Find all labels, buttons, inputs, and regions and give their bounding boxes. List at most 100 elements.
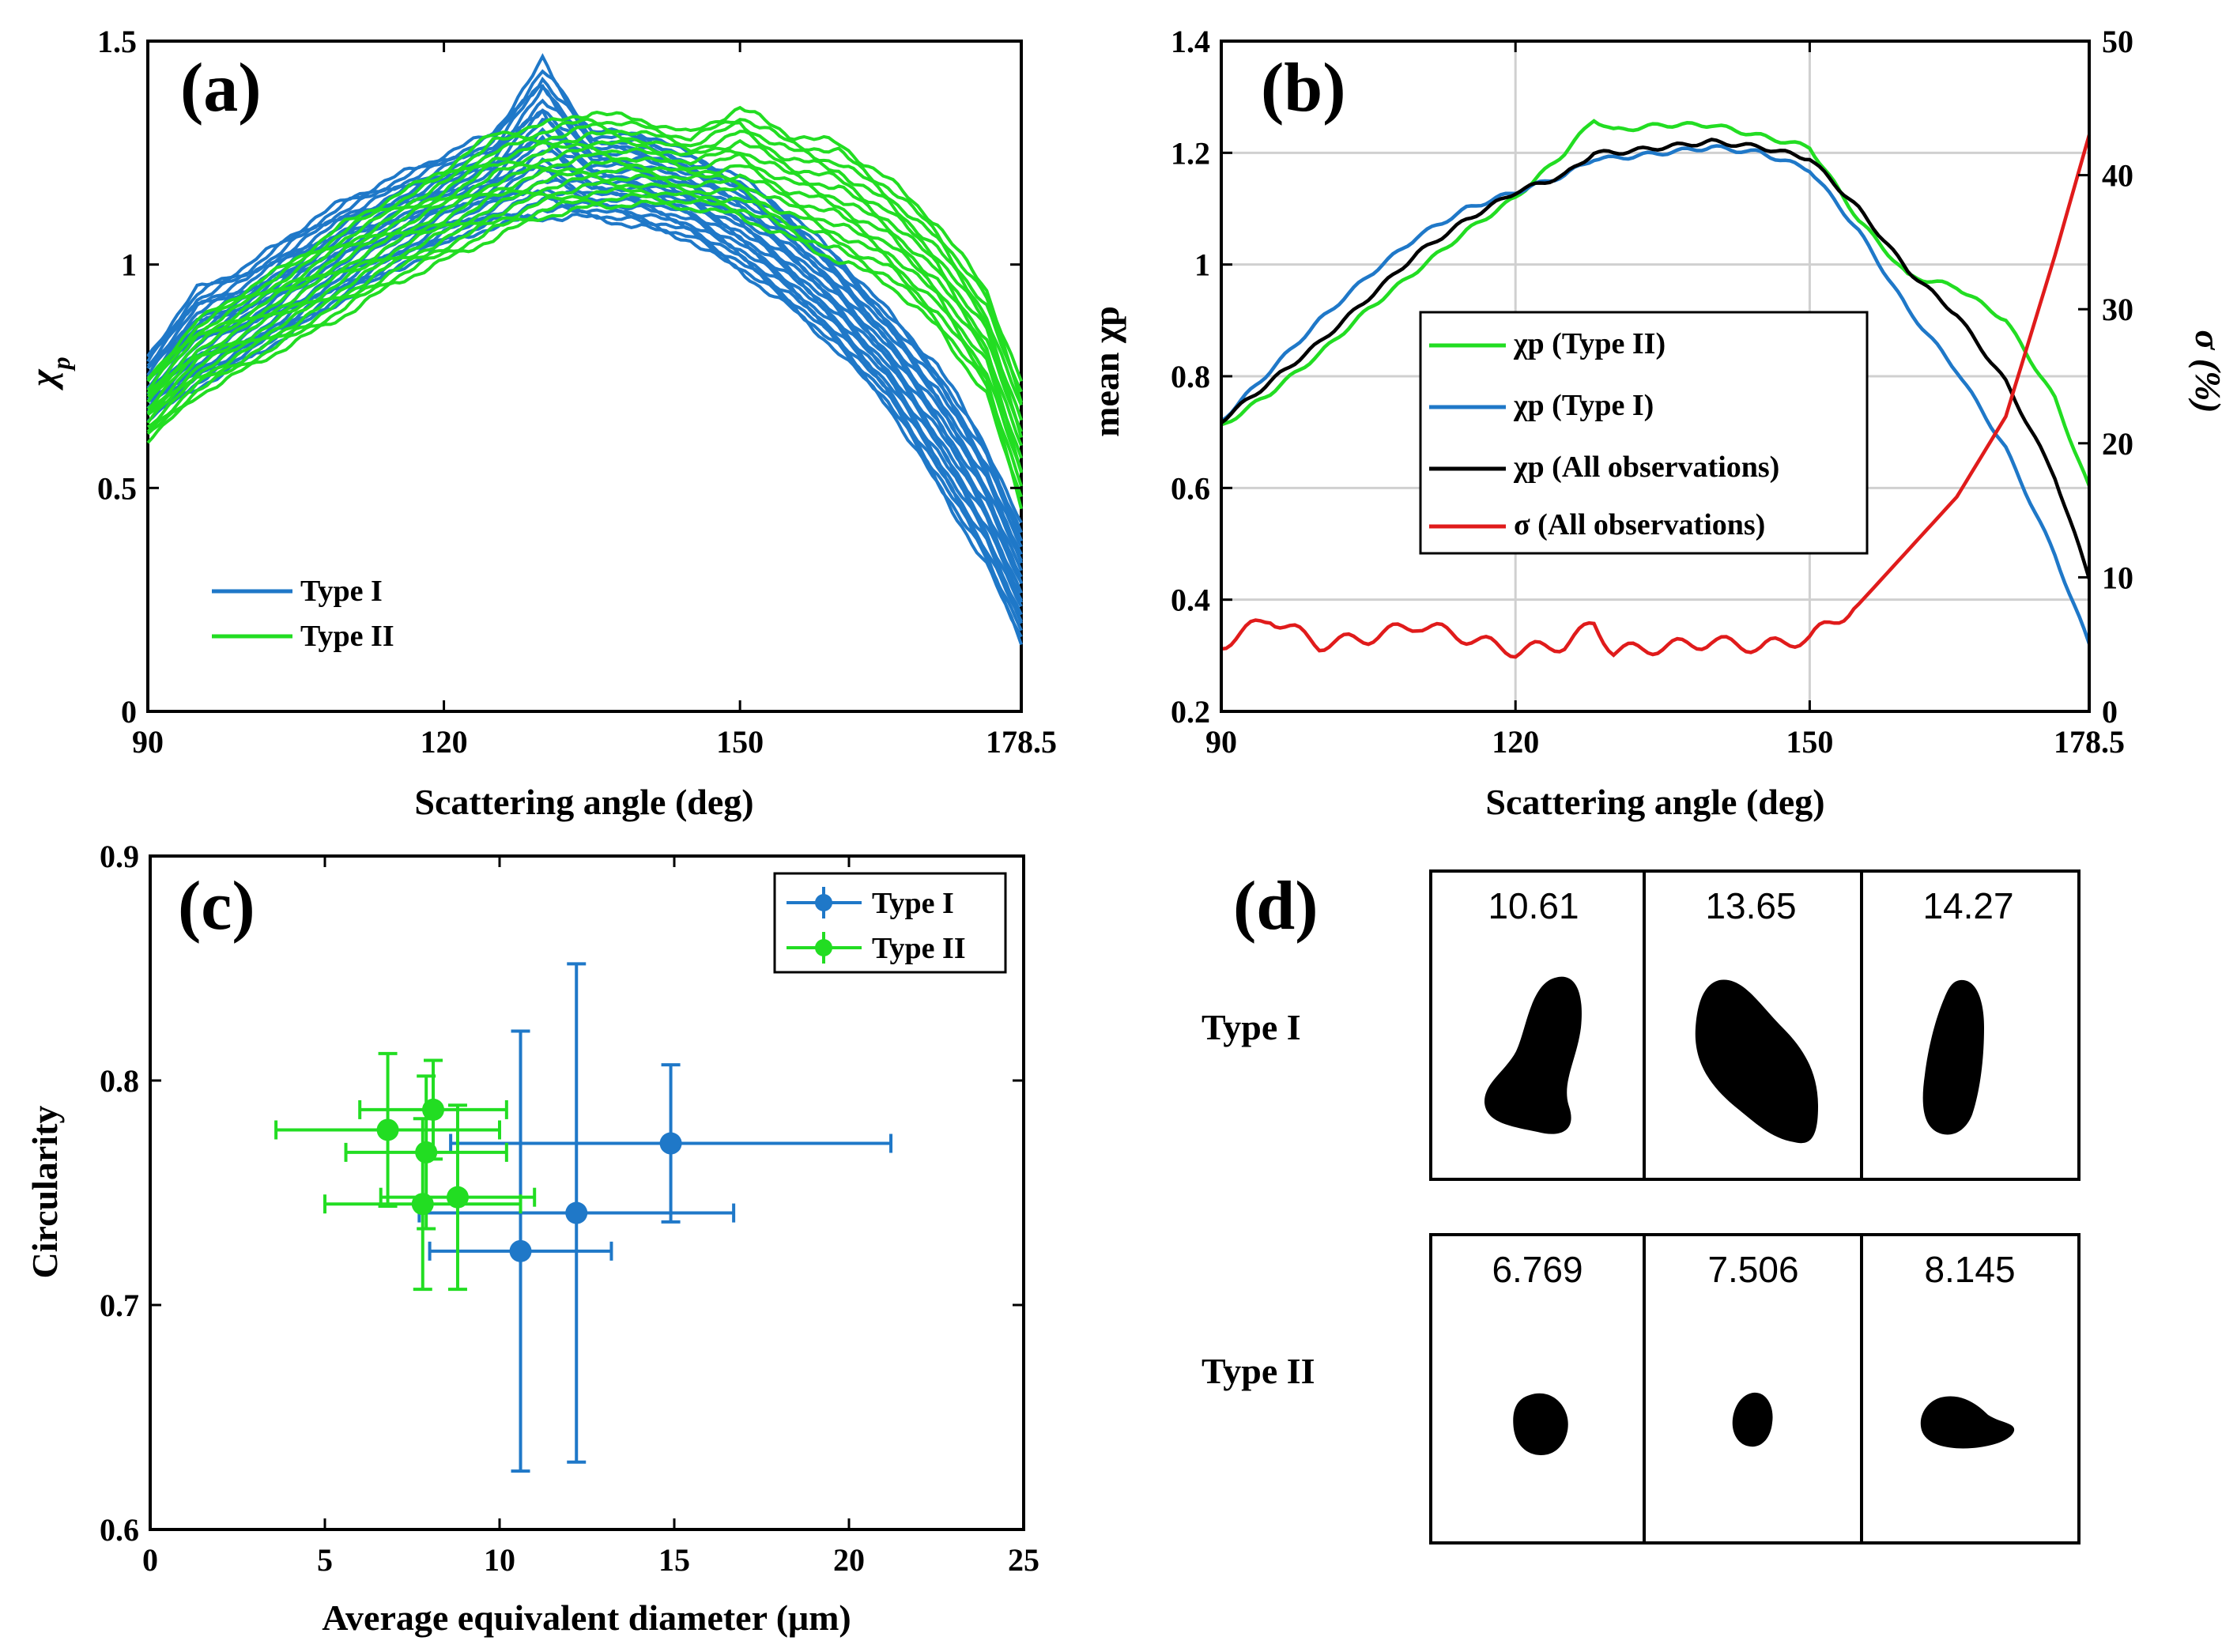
particle-silhouette xyxy=(1513,1393,1568,1455)
particle-size-label: 7.506 xyxy=(1707,1249,1798,1290)
data-point-type-ii xyxy=(379,1103,537,1292)
panel-b: 90 120 150 178.5 0.2 0.4 0.6 0.8 1 1.2 1.4 0 10 20 30 4… xyxy=(1086,24,2222,822)
legend-dot xyxy=(815,939,832,956)
particle-silhouette xyxy=(1732,1392,1773,1447)
panel-d-row1-frame xyxy=(1429,869,2081,1181)
series-line-type-ii xyxy=(146,145,1023,433)
legend-label-type-i: Type I xyxy=(872,887,954,920)
series-line-type-ii xyxy=(146,121,1023,404)
particle-silhouette xyxy=(1695,979,1818,1144)
y-tick-label-right: 50 xyxy=(2102,24,2133,59)
x-tick-label: 5 xyxy=(317,1542,333,1578)
panel-a-xlabel: Scattering angle (deg) xyxy=(414,782,753,822)
panel-b-xlabel: Scattering angle (deg) xyxy=(1485,782,1824,822)
series-line-type-ii xyxy=(146,179,1023,473)
panel-c-xlabel: Average equivalent diameter (μm) xyxy=(322,1597,851,1638)
series-line-type-ii xyxy=(146,130,1023,406)
x-tick-label: 150 xyxy=(1786,724,1833,760)
legend-marker-type-ii xyxy=(787,932,862,964)
particle-silhouette xyxy=(1922,979,1984,1135)
x-tick-label: 20 xyxy=(833,1542,865,1578)
data-point-type-ii xyxy=(274,1051,501,1209)
series-line-type-i xyxy=(146,204,1023,638)
point-marker xyxy=(565,1201,588,1224)
legend-marker-type-i xyxy=(787,887,862,918)
subscript: p xyxy=(47,356,75,372)
y-tick-label: 1.4 xyxy=(1171,24,1210,59)
x-tick-label: 90 xyxy=(1205,724,1237,760)
y-tick-label: 0.7 xyxy=(100,1288,139,1323)
legend-label-all: χp (All observations) xyxy=(1513,451,1779,484)
point-marker xyxy=(376,1118,399,1141)
x-tick-label: 120 xyxy=(421,724,468,760)
particle-silhouette xyxy=(1484,976,1582,1134)
point-marker xyxy=(659,1132,682,1155)
legend-label-type-i: Type I xyxy=(300,575,383,608)
y-tick-label: 0.4 xyxy=(1171,583,1210,618)
panel-b-ticks: 90 120 150 178.5 0.2 0.4 0.6 0.8 1 1.2 1.4 0 10 20 30 4… xyxy=(1171,24,2133,760)
panel-a-lines xyxy=(146,53,1023,646)
series-line-type-ii xyxy=(146,186,1023,487)
series-line-type-ii xyxy=(146,165,1023,459)
panel-b-ylabel-right: σ (%) xyxy=(2188,330,2222,413)
x-tick-label: 90 xyxy=(132,724,164,760)
panel-a-label: (a) xyxy=(180,50,262,126)
y-tick-label: 0.6 xyxy=(1171,470,1210,506)
legend-label-type-ii: Type II xyxy=(872,932,966,965)
panel-c-label: (c) xyxy=(178,868,255,945)
legend-dot xyxy=(815,894,832,911)
series-line-type-ii xyxy=(146,192,1023,498)
panel-d-label: (d) xyxy=(1233,868,1318,945)
panel-a: 90 120 150 178.5 0 0.5 1 1.5 (a) Scattering ang… xyxy=(23,24,1057,822)
series-line-type-ii xyxy=(146,117,1023,393)
point-marker xyxy=(415,1141,438,1164)
x-tick-label: 178.5 xyxy=(2054,724,2125,760)
y-tick-label-right: 20 xyxy=(2102,426,2133,462)
panel-c: 0 5 10 15 20 25 0.6 0.7 0.8 0.9 (c) Average equiv… xyxy=(25,839,1039,1638)
panel-b-label: (b) xyxy=(1261,50,1346,126)
data-point-type-ii xyxy=(344,1074,508,1231)
series-line-type-ii xyxy=(146,158,1023,447)
particle-size-label: 13.65 xyxy=(1705,885,1796,926)
y-tick-label: 0.6 xyxy=(100,1512,139,1548)
series-line xyxy=(1220,138,2092,579)
panel-c-frame xyxy=(149,854,1025,1531)
y-tick-label: 0.8 xyxy=(100,1063,139,1099)
legend-label-type-ii: χp (Type II) xyxy=(1513,327,1666,360)
x-tick-label: 150 xyxy=(716,724,764,760)
panel-c-ticks: 0 5 10 15 20 25 0.6 0.7 0.8 0.9 xyxy=(100,839,1039,1578)
panel-d-row-label-type-i: Type I xyxy=(1202,1007,1301,1047)
series-line-type-i xyxy=(146,164,1023,608)
series-line xyxy=(1220,119,2092,487)
series-line-type-ii xyxy=(146,199,1023,510)
data-point-type-i xyxy=(428,1029,613,1473)
panel-b-legend-box xyxy=(1419,311,1869,555)
y-tick-label: 1.5 xyxy=(97,24,137,59)
series-line xyxy=(1220,134,2092,659)
y-tick-label-right: 40 xyxy=(2102,158,2133,194)
panel-b-lines xyxy=(1220,119,2092,659)
series-line-type-ii xyxy=(146,138,1023,421)
data-point-type-i xyxy=(417,962,736,1464)
series-line xyxy=(1220,144,2092,645)
panel-d-row-label-type-ii: Type II xyxy=(1202,1351,1315,1391)
x-tick-label: 15 xyxy=(658,1542,690,1578)
panel-c-ylabel: Circularity xyxy=(25,1106,65,1279)
panel-d-row2-frame xyxy=(1429,1233,2081,1545)
panel-c-legend: Type I Type II xyxy=(773,872,1007,974)
x-tick-label: 0 xyxy=(142,1542,158,1578)
data-point-type-i xyxy=(449,1063,893,1224)
y-tick-label: 0.9 xyxy=(100,839,139,874)
y-tick-label-right: 10 xyxy=(2102,560,2133,595)
y-tick-label: 0 xyxy=(121,694,137,730)
series-line-type-ii xyxy=(146,173,1023,472)
panel-b-legend: χp (Type II) χp (Type I) χp (All observa… xyxy=(1419,311,1869,555)
y-tick-label: 0.5 xyxy=(97,470,137,506)
series-line-type-i xyxy=(146,53,1023,524)
point-marker xyxy=(509,1239,532,1262)
x-tick-label: 178.5 xyxy=(986,724,1057,760)
particle-silhouette xyxy=(1920,1396,2015,1449)
particle-size-label: 10.61 xyxy=(1488,885,1579,926)
panel-b-ylabel: mean χp xyxy=(1086,306,1126,437)
y-tick-label: 0.8 xyxy=(1171,359,1210,394)
